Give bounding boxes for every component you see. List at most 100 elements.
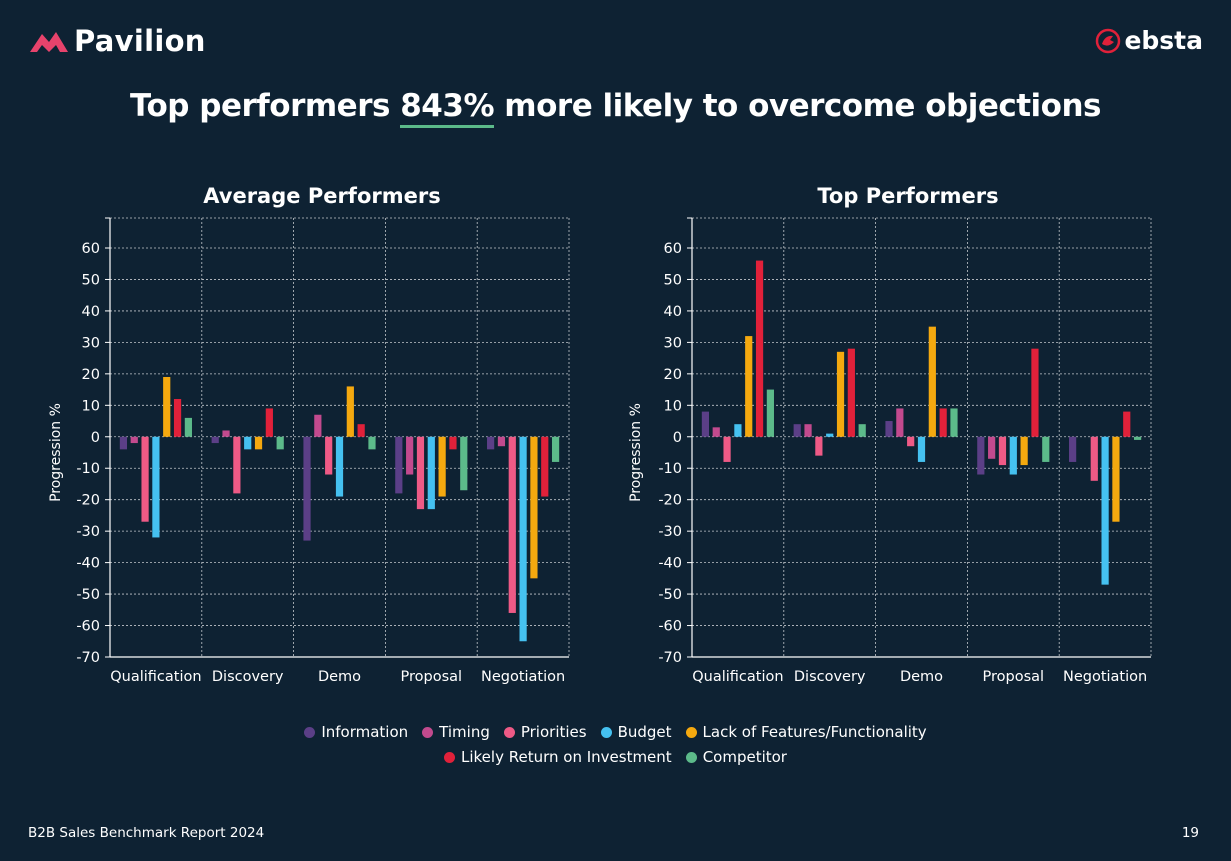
bar-top-1-3 [826,433,834,437]
bar-top-2-3 [917,436,926,462]
bar-top-3-1 [988,436,996,459]
x-tick-label: Demo [318,669,361,685]
y-tick-label: 0 [91,430,100,446]
y-tick-label: -10 [658,461,682,477]
footer-report-name: B2B Sales Benchmark Report 2024 [28,825,265,841]
bar-top-0-1 [712,427,720,437]
bar-top-2-6 [950,408,958,437]
bar-top-2-5 [939,408,947,437]
bar-average-2-2 [325,436,333,475]
y-tick-label: -40 [76,556,100,572]
bar-average-3-0 [395,436,403,494]
legend-label: Lack of Features/Functionality [702,723,927,741]
bar-top-2-4 [928,326,936,437]
y-tick-label: -60 [76,619,100,635]
y-axis-title: Progression % [628,403,644,502]
y-tick-label: -10 [76,461,100,477]
y-tick-label: 60 [664,241,682,257]
y-tick-label: 0 [673,430,682,446]
bar-top-2-2 [907,436,915,447]
bar-top-1-0 [793,424,801,437]
bar-average-4-6 [551,436,560,462]
y-tick-label: 30 [664,335,682,351]
legend-label: Priorities [520,723,587,741]
y-tick-label: -40 [658,556,682,572]
page-number: 19 [1181,825,1199,841]
y-tick-label: -30 [658,524,682,540]
y-tick-label: 20 [664,367,682,383]
bar-average-2-3 [335,436,344,497]
bar-average-0-5 [173,399,182,437]
ebsta-mark-icon [1096,28,1121,53]
bar-average-4-4 [530,436,538,579]
x-tick-label: Demo [900,669,943,685]
bar-average-3-2 [416,436,425,510]
legend-swatch [685,752,697,763]
headline-before: Top performers [129,88,401,124]
bar-average-0-4 [163,376,171,437]
bar-top-4-6 [1133,436,1142,440]
y-tick-label: -50 [658,587,682,603]
bar-average-4-0 [487,436,495,450]
bar-average-2-6 [368,436,376,450]
bar-average-3-6 [460,436,468,491]
bar-average-1-2 [233,436,241,494]
x-tick-label: Proposal [983,669,1045,685]
legend-label: Competitor [702,748,787,766]
bar-average-1-5 [265,408,273,437]
legend-item: Lack of Features/Functionality [685,720,927,745]
bar-top-0-0 [701,411,710,437]
y-tick-label: 10 [664,398,682,414]
x-tick-label: Qualification [692,669,783,685]
legend-swatch [685,727,697,738]
chart-title-average: Average Performers [203,184,441,208]
bar-average-0-2 [141,436,149,522]
x-tick-label: Discovery [794,669,866,685]
y-tick-label: -50 [76,587,100,603]
bar-average-2-1 [314,414,322,437]
bar-average-2-5 [357,424,365,437]
bar-top-4-0 [1069,436,1077,462]
ebsta-logo: ebsta [1095,26,1203,55]
y-tick-label: -60 [658,619,682,635]
pavilion-mark-icon [30,32,68,52]
legend-row-1: Information Timing Priorities Budget Lack of… [0,720,1231,745]
y-tick-label: 50 [82,272,100,288]
bar-average-3-1 [406,436,414,475]
chart-title-top: Top Performers [817,184,999,208]
bar-average-2-4 [346,386,354,437]
legend-label: Likely Return on Investment [461,748,672,766]
bar-top-4-4 [1112,436,1120,522]
bar-top-0-6 [766,389,774,437]
bar-top-0-2 [723,436,731,462]
legend-label: Information [321,723,409,741]
headline-highlight: 843% [400,88,495,128]
bar-top-3-3 [1009,436,1017,475]
bar-top-0-5 [755,260,764,437]
y-tick-label: 20 [82,367,100,383]
bar-average-4-1 [497,436,506,447]
legend-label: Budget [617,723,672,741]
bar-average-3-5 [449,436,457,450]
bar-top-3-0 [977,436,985,475]
bar-top-3-2 [998,436,1007,466]
bar-average-1-4 [254,436,263,450]
x-tick-label: Proposal [401,669,463,685]
y-tick-label: 60 [82,241,100,257]
bar-top-2-0 [885,421,893,437]
bar-top-1-1 [804,424,812,437]
legend-swatch [600,727,612,738]
ebsta-wordmark: ebsta [1124,26,1203,55]
bar-average-4-5 [541,436,549,497]
y-tick-label: -70 [76,650,100,666]
bar-average-2-0 [303,436,311,541]
x-tick-label: Qualification [110,669,201,685]
bar-top-1-6 [858,424,866,437]
x-tick-label: Negotiation [1063,669,1147,685]
y-tick-label: -30 [76,524,100,540]
legend-label: Timing [439,723,490,741]
bar-average-1-0 [211,436,219,444]
legend-item: Priorities [503,720,587,745]
legend-swatch [422,727,434,738]
